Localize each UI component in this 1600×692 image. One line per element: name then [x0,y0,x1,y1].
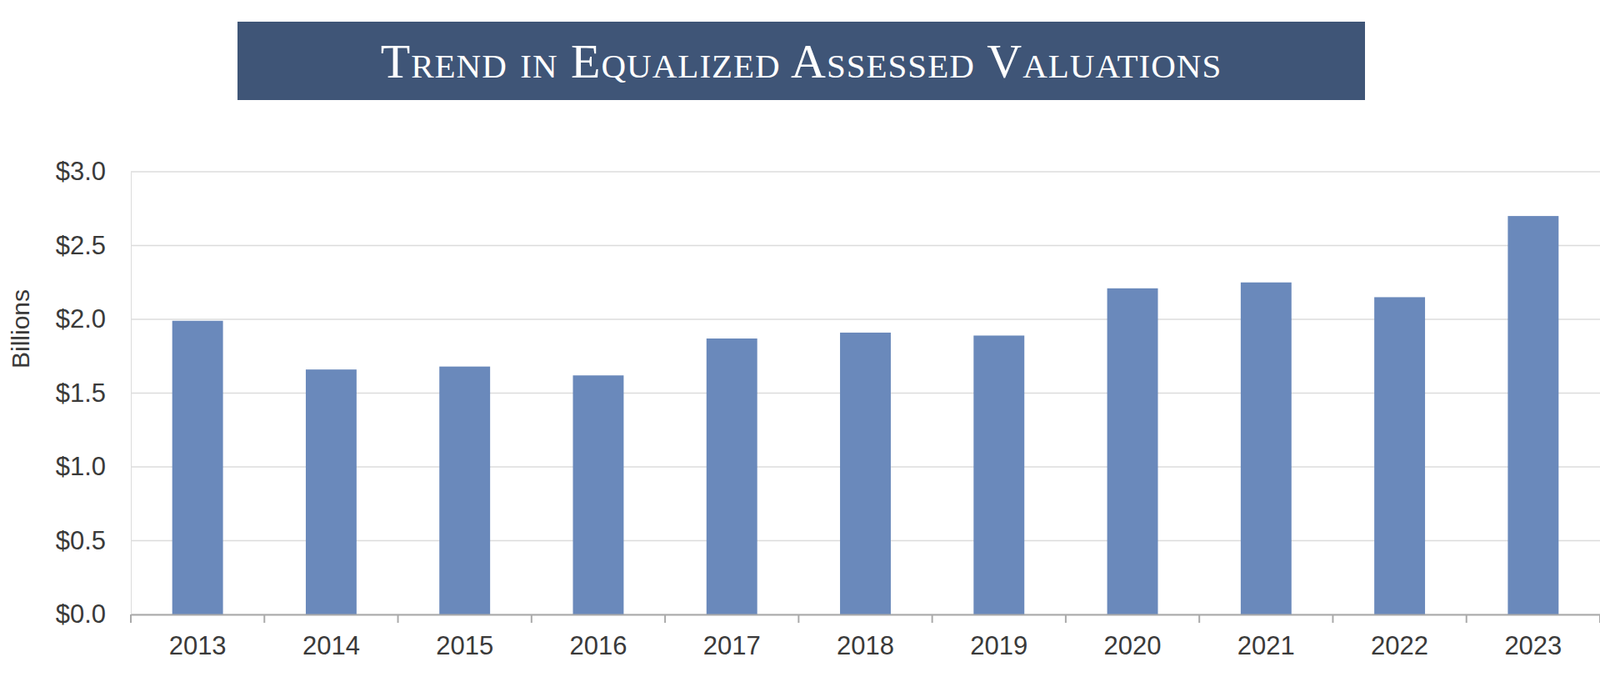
y-tick: $3.0 [55,156,131,186]
bar [1507,215,1559,615]
grid-line [130,170,1600,173]
y-tick-label: $0.0 [55,599,106,629]
x-axis: 2013 2014 2015 2016 2017 2018 2019 2020 2021 2022… [130,614,1600,660]
title: Trend in Equalized Assessed Valuations [380,34,1222,89]
y-tick-label: $0.5 [55,525,106,555]
y-tick-label: $1.0 [55,451,106,481]
x-tick-label: 2020 [1104,630,1162,660]
grid-line [130,245,1600,247]
x-tick: 2020 [1104,614,1162,660]
y-tick-label: $2.0 [55,304,106,334]
x-tick: 2018 [836,614,895,660]
title-banner: Trend in Equalized Assessed Valuations [237,21,1365,100]
category-divider [931,614,934,623]
y-tick: $0.5 [55,525,131,555]
chart: Trend in Equalized Assessed Valuations $0… [0,0,1600,692]
x-tick: 2014 [302,614,360,660]
x-tick-label: 2023 [1504,630,1562,660]
category-divider [1065,614,1067,623]
title-background [237,21,1365,100]
bar [305,369,357,615]
category-divider [797,614,800,623]
grid [130,171,1600,615]
y-tick: $1.0 [55,451,131,481]
x-tick-label: 2013 [169,630,227,660]
bar [840,332,891,615]
bar [973,335,1025,615]
y-tick-label: $1.5 [55,378,106,408]
bar [1374,296,1425,615]
y-tick: $0.0 [55,599,131,629]
bar [573,375,625,615]
y-tick: $2.0 [55,304,131,334]
category-divider [130,614,132,623]
category-divider [1198,614,1200,623]
bars [172,215,1560,615]
category-divider [1465,614,1468,623]
category-divider [397,614,400,623]
y-tick: $2.5 [55,230,131,260]
x-tick: 2021 [1237,614,1295,660]
category-divider [1599,614,1600,623]
y-axis: $0.0 $0.5 $1.0 $1.5 $2.0 $2.5 $3.0 [55,156,132,629]
x-tick-label: 2014 [302,630,360,660]
y-axis-title: Billions [6,289,35,369]
y-tick-label: $2.5 [55,230,106,260]
y-tick-label: $3.0 [55,156,106,186]
bar [706,338,758,615]
x-tick-label: 2015 [435,630,494,660]
category-divider [1331,614,1334,623]
x-tick: 2016 [569,614,627,660]
x-tick: 2017 [703,614,761,660]
category-divider [530,614,533,623]
x-tick-label: 2016 [569,630,627,660]
category-divider [263,614,265,623]
bar [1240,282,1292,615]
bar [439,366,490,615]
x-tick: 2022 [1370,614,1429,660]
x-tick-label: 2019 [970,630,1028,660]
bar [1107,288,1159,615]
y-axis-line [130,172,132,615]
y-tick: $1.5 [55,378,131,408]
x-tick: 2023 [1504,614,1562,660]
x-tick-label: 2017 [703,630,761,660]
x-tick: 2013 [169,614,227,660]
bar [172,320,224,615]
x-axis-line [131,614,1600,616]
x-tick-label: 2021 [1237,630,1295,660]
category-dividers [130,614,1600,623]
x-tick-label: 2022 [1370,630,1429,660]
plot: $0.0 $0.5 $1.0 $1.5 $2.0 $2.5 $3.0 2013 2014 2015… [55,156,1600,660]
category-divider [664,614,666,623]
x-tick: 2015 [435,614,494,660]
x-tick-label: 2018 [836,630,895,660]
x-tick: 2019 [970,614,1028,660]
